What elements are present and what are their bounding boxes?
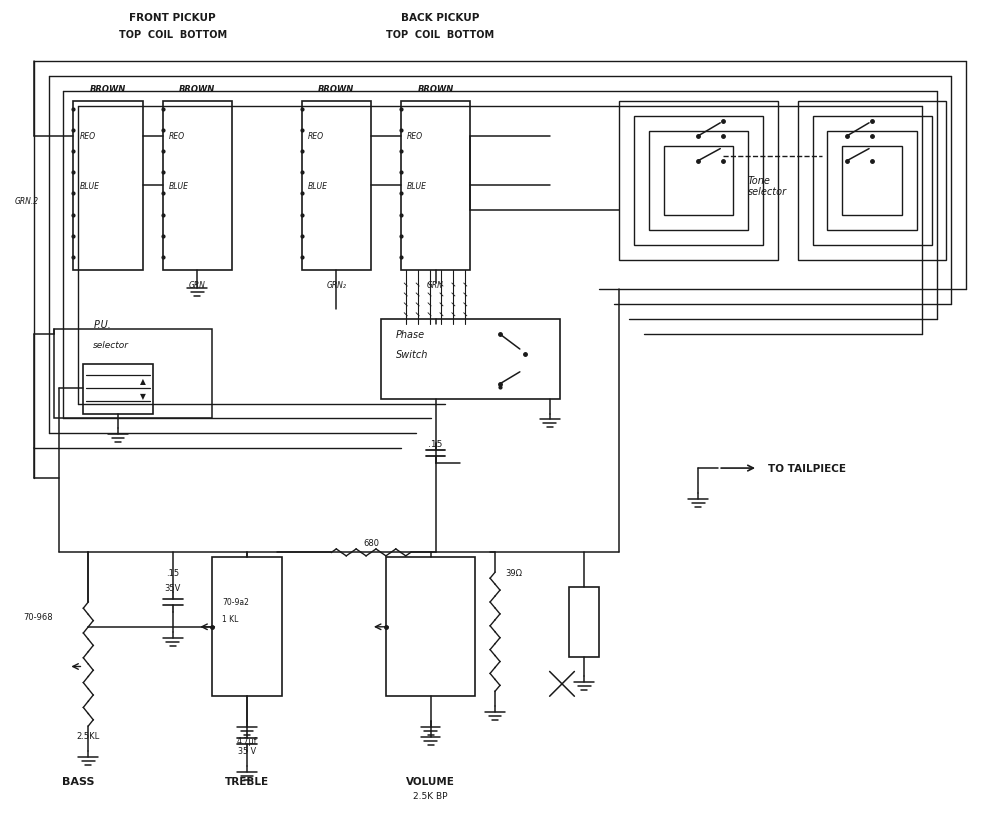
Bar <box>302 102 371 270</box>
Bar <box>842 147 902 216</box>
Bar <box>649 132 748 231</box>
Text: REO: REO <box>169 132 185 141</box>
Text: ▲: ▲ <box>140 377 146 386</box>
Text: 1 KL: 1 KL <box>222 614 239 623</box>
Bar <box>798 102 946 261</box>
Bar <box>73 102 143 270</box>
Text: BLUE: BLUE <box>308 181 328 190</box>
Bar <box>813 117 932 246</box>
Text: GRN: GRN <box>427 281 444 290</box>
Text: 2.5KL: 2.5KL <box>77 732 100 740</box>
Text: Tone
selector: Tone selector <box>748 176 787 197</box>
Text: ▼: ▼ <box>140 392 146 401</box>
Text: 35V: 35V <box>164 583 181 592</box>
Text: VOLUME: VOLUME <box>406 776 455 786</box>
Text: P.U.: P.U. <box>93 320 111 330</box>
Text: BLUE: BLUE <box>169 181 189 190</box>
Bar <box>827 132 917 231</box>
Bar <box>381 320 560 399</box>
Bar <box>569 587 599 657</box>
Text: 70-9a2: 70-9a2 <box>222 598 249 607</box>
Bar <box>83 364 153 414</box>
Text: GRN: GRN <box>189 281 206 290</box>
Text: GRN.2: GRN.2 <box>15 196 39 205</box>
Bar <box>634 117 763 246</box>
Text: BROWN: BROWN <box>90 84 126 94</box>
Text: BROWN: BROWN <box>179 84 216 94</box>
Text: 35 V: 35 V <box>238 746 256 755</box>
Text: Switch: Switch <box>396 349 428 359</box>
Text: .15: .15 <box>166 568 179 577</box>
Bar <box>54 330 212 419</box>
Text: Phase: Phase <box>396 330 425 339</box>
Text: BACK PICKUP: BACK PICKUP <box>401 12 480 22</box>
Text: 2.5K BP: 2.5K BP <box>413 791 448 800</box>
Bar <box>664 147 733 216</box>
Text: REO: REO <box>79 132 95 141</box>
Text: BLUE: BLUE <box>407 181 427 190</box>
Text: 70-968: 70-968 <box>24 613 53 622</box>
Text: BROWN: BROWN <box>417 84 454 94</box>
Text: 39Ω: 39Ω <box>505 568 522 577</box>
Bar <box>212 558 282 696</box>
Text: GRN₂: GRN₂ <box>326 281 346 290</box>
Text: TOP  COIL  BOTTOM: TOP COIL BOTTOM <box>386 30 495 40</box>
Text: FRONT PICKUP: FRONT PICKUP <box>129 12 216 22</box>
Text: selector: selector <box>93 340 129 349</box>
Bar <box>401 102 470 270</box>
Text: REO: REO <box>308 132 324 141</box>
Text: BROWN: BROWN <box>318 84 354 94</box>
Bar <box>619 102 778 261</box>
Text: 680: 680 <box>363 538 379 547</box>
Text: BASS: BASS <box>62 776 95 786</box>
Text: REO: REO <box>407 132 423 141</box>
Bar <box>386 558 475 696</box>
Text: .15: .15 <box>428 439 443 448</box>
Text: 4.7μf: 4.7μf <box>237 736 257 745</box>
Text: TREBLE: TREBLE <box>225 776 269 786</box>
Text: TOP  COIL  BOTTOM: TOP COIL BOTTOM <box>119 30 227 40</box>
Text: BLUE: BLUE <box>79 181 99 190</box>
Bar <box>163 102 232 270</box>
Text: TO TAILPIECE: TO TAILPIECE <box>768 464 846 474</box>
